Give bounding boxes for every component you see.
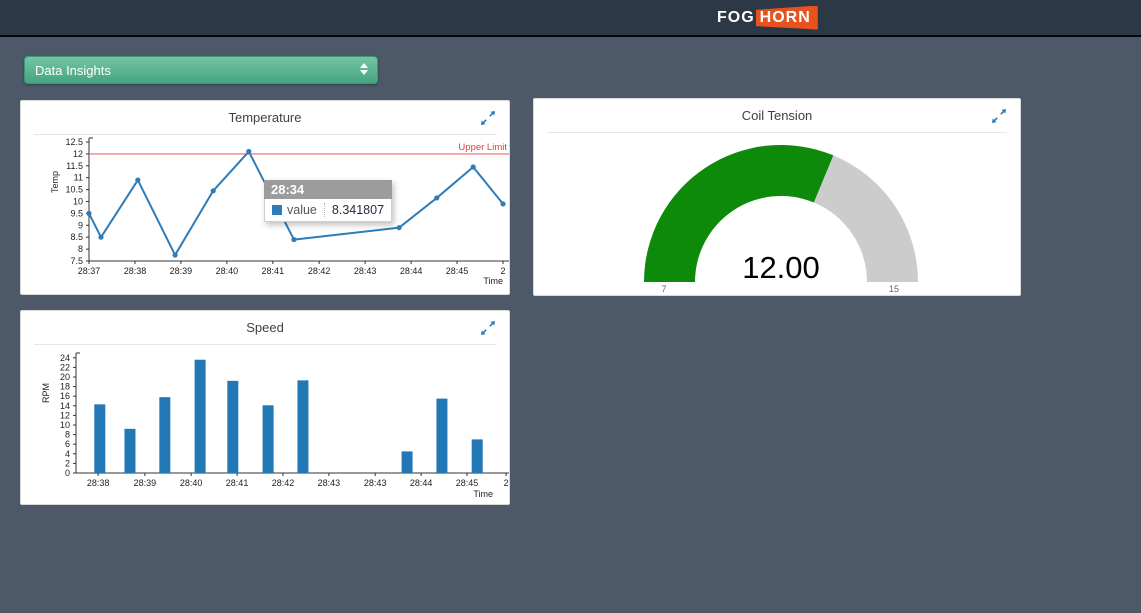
svg-text:16: 16: [60, 391, 70, 401]
svg-text:28:40: 28:40: [180, 478, 203, 488]
panel-divider: [34, 344, 496, 345]
speed-panel-header: Speed: [21, 311, 509, 344]
app-header: FOG HORN: [0, 0, 1141, 37]
svg-text:18: 18: [60, 382, 70, 392]
svg-text:10.5: 10.5: [65, 185, 83, 195]
select-arrows-icon: [360, 63, 368, 75]
svg-text:Time: Time: [473, 489, 493, 499]
svg-text:8.5: 8.5: [70, 232, 83, 242]
tooltip-separator: [323, 203, 325, 217]
expand-button[interactable]: [479, 109, 497, 127]
series-swatch-icon: [272, 205, 282, 215]
panel-title: Coil Tension: [741, 108, 813, 123]
svg-text:28:39: 28:39: [170, 266, 193, 276]
tooltip-body: value 8.341807: [264, 199, 393, 222]
expand-icon: [480, 110, 496, 126]
insight-selector-value: Data Insights: [35, 62, 111, 78]
svg-text:2: 2: [504, 478, 509, 488]
svg-text:28:41: 28:41: [226, 478, 249, 488]
chart-tooltip: 28:34 value 8.341807: [264, 180, 393, 222]
svg-text:28:37: 28:37: [78, 266, 101, 276]
svg-text:7: 7: [661, 284, 666, 294]
svg-text:28:43: 28:43: [364, 478, 387, 488]
svg-text:Upper Limit: Upper Limit: [458, 142, 507, 153]
svg-text:28:41: 28:41: [262, 266, 285, 276]
svg-text:11: 11: [74, 173, 83, 183]
svg-text:8: 8: [65, 430, 70, 440]
svg-text:28:45: 28:45: [446, 266, 469, 276]
svg-text:9: 9: [78, 220, 83, 230]
svg-text:14: 14: [60, 401, 70, 411]
svg-text:11.5: 11.5: [66, 161, 83, 171]
svg-text:4: 4: [65, 449, 70, 459]
panel-title: Speed: [246, 320, 284, 335]
svg-text:9.5: 9.5: [70, 208, 83, 218]
svg-text:0: 0: [65, 468, 70, 478]
coil-tension-panel-header: Coil Tension: [534, 99, 1020, 132]
svg-text:28:38: 28:38: [124, 266, 147, 276]
svg-text:28:44: 28:44: [400, 266, 423, 276]
svg-text:2: 2: [65, 458, 70, 468]
expand-button[interactable]: [990, 107, 1008, 125]
logo-fog-text: FOG: [717, 8, 755, 26]
expand-icon: [480, 320, 496, 336]
expand-icon: [991, 108, 1007, 124]
svg-text:12.00: 12.00: [742, 250, 820, 285]
svg-text:12: 12: [73, 149, 83, 159]
svg-text:2: 2: [500, 266, 505, 276]
expand-button[interactable]: [479, 319, 497, 337]
svg-text:8: 8: [78, 244, 83, 254]
svg-text:28:42: 28:42: [272, 478, 295, 488]
svg-text:10: 10: [60, 420, 70, 430]
svg-text:12.5: 12.5: [65, 137, 83, 147]
svg-text:7.5: 7.5: [70, 256, 83, 266]
insight-selector[interactable]: Data Insights: [24, 56, 378, 84]
coil-tension-panel: Coil Tension 12.00 7 15: [533, 98, 1021, 296]
coil-tension-gauge: 12.00 7 15: [644, 145, 918, 294]
svg-text:24: 24: [60, 353, 70, 363]
speed-panel: Speed 0 2 4 6 8 10 12 14 16 18 20 22 24 28:38 28:39 28:…: [20, 310, 510, 505]
tooltip-series-label: value: [287, 203, 317, 217]
svg-text:20: 20: [60, 372, 70, 382]
temperature-panel-header: Temperature: [21, 101, 509, 134]
panel-divider: [547, 132, 1007, 133]
svg-text:12: 12: [60, 410, 70, 420]
panel-divider: [34, 134, 496, 135]
svg-text:22: 22: [60, 362, 70, 372]
svg-text:28:40: 28:40: [216, 266, 239, 276]
svg-text:28:39: 28:39: [134, 478, 157, 488]
svg-text:28:43: 28:43: [318, 478, 341, 488]
logo-horn-text: HORN: [755, 5, 818, 30]
svg-text:28:45: 28:45: [456, 478, 479, 488]
svg-text:28:44: 28:44: [410, 478, 433, 488]
temperature-panel: Temperature 12.5 12 11.5 11 10.5 10 9.5 9 8.5 8 7.…: [20, 100, 510, 295]
tooltip-value: 8.341807: [331, 203, 385, 217]
svg-text:6: 6: [65, 439, 70, 449]
tooltip-time: 28:34: [264, 180, 393, 199]
svg-text:15: 15: [889, 284, 899, 294]
svg-text:RPM: RPM: [41, 383, 51, 403]
svg-text:28:42: 28:42: [308, 266, 331, 276]
svg-text:10: 10: [73, 197, 83, 207]
svg-text:28:38: 28:38: [87, 478, 110, 488]
svg-text:Temp: Temp: [50, 171, 60, 193]
svg-text:Time: Time: [483, 276, 503, 286]
foghorn-logo: FOG HORN: [717, 5, 818, 30]
svg-text:28:43: 28:43: [354, 266, 377, 276]
temperature-chart[interactable]: 12.5 12 11.5 11 10.5 109.5 9 8.5 8 7.528:37 28:38 2…: [21, 135, 509, 295]
panel-title: Temperature: [228, 110, 302, 125]
